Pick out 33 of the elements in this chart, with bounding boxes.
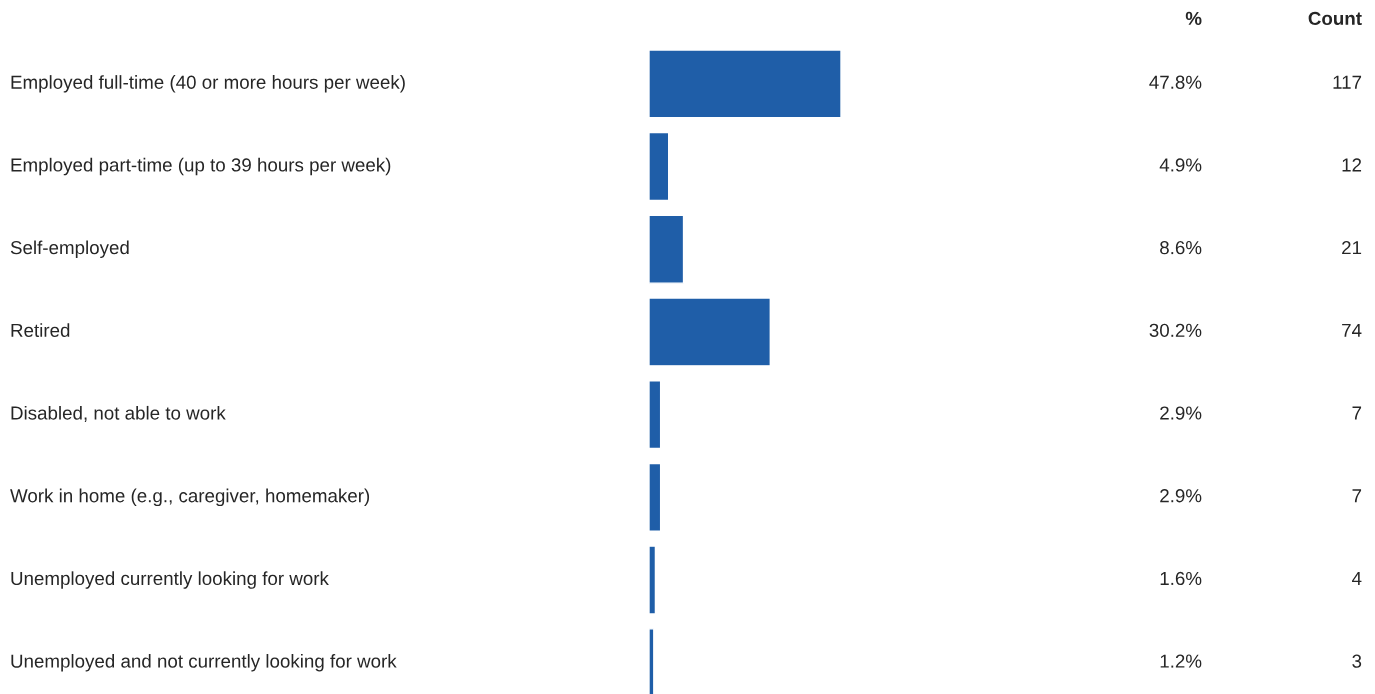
bar <box>649 131 670 202</box>
data-label: 1.6% <box>1160 571 1202 586</box>
data-label: 4.9% <box>1159 158 1202 172</box>
text: 117 <box>1333 75 1362 89</box>
y-tick-label: Employed part-time (up to 39 hours per week) <box>11 157 391 176</box>
data-label: 30.2% <box>1149 323 1202 337</box>
y-tick-label: Self-employed <box>10 240 129 258</box>
data-label: 1.2% <box>1160 654 1202 668</box>
text: 74 <box>1342 323 1362 337</box>
text: 7 <box>1352 406 1362 420</box>
bar <box>649 462 662 532</box>
y-tick-label: Retired <box>11 323 70 337</box>
data-label: 2.9% <box>1160 489 1202 503</box>
data-label: 2.9% <box>1160 406 1202 420</box>
text: 7 <box>1352 489 1362 503</box>
text: 4 <box>1352 572 1362 585</box>
text: 12 <box>1342 158 1362 172</box>
bar <box>649 49 841 119</box>
bar <box>649 214 685 284</box>
text: % <box>1185 11 1202 25</box>
y-tick-label: Work in home (e.g., caregiver, homemaker) <box>10 488 370 507</box>
data-label: 47.8% <box>1149 75 1202 89</box>
bar <box>649 297 772 367</box>
text: 21 <box>1342 241 1362 255</box>
text: Count <box>1308 11 1362 26</box>
text: 3 <box>1352 654 1362 668</box>
y-tick-label: Unemployed currently looking for work <box>11 571 329 589</box>
y-tick-label: Employed full-time (40 or more hours per week) <box>11 75 405 93</box>
y-tick-label: Unemployed and not currently looking for work <box>11 654 397 672</box>
data-label: 8.6% <box>1160 241 1202 255</box>
bar <box>649 545 657 615</box>
y-tick-label: Disabled, not able to work <box>11 405 226 422</box>
bar <box>649 380 662 450</box>
